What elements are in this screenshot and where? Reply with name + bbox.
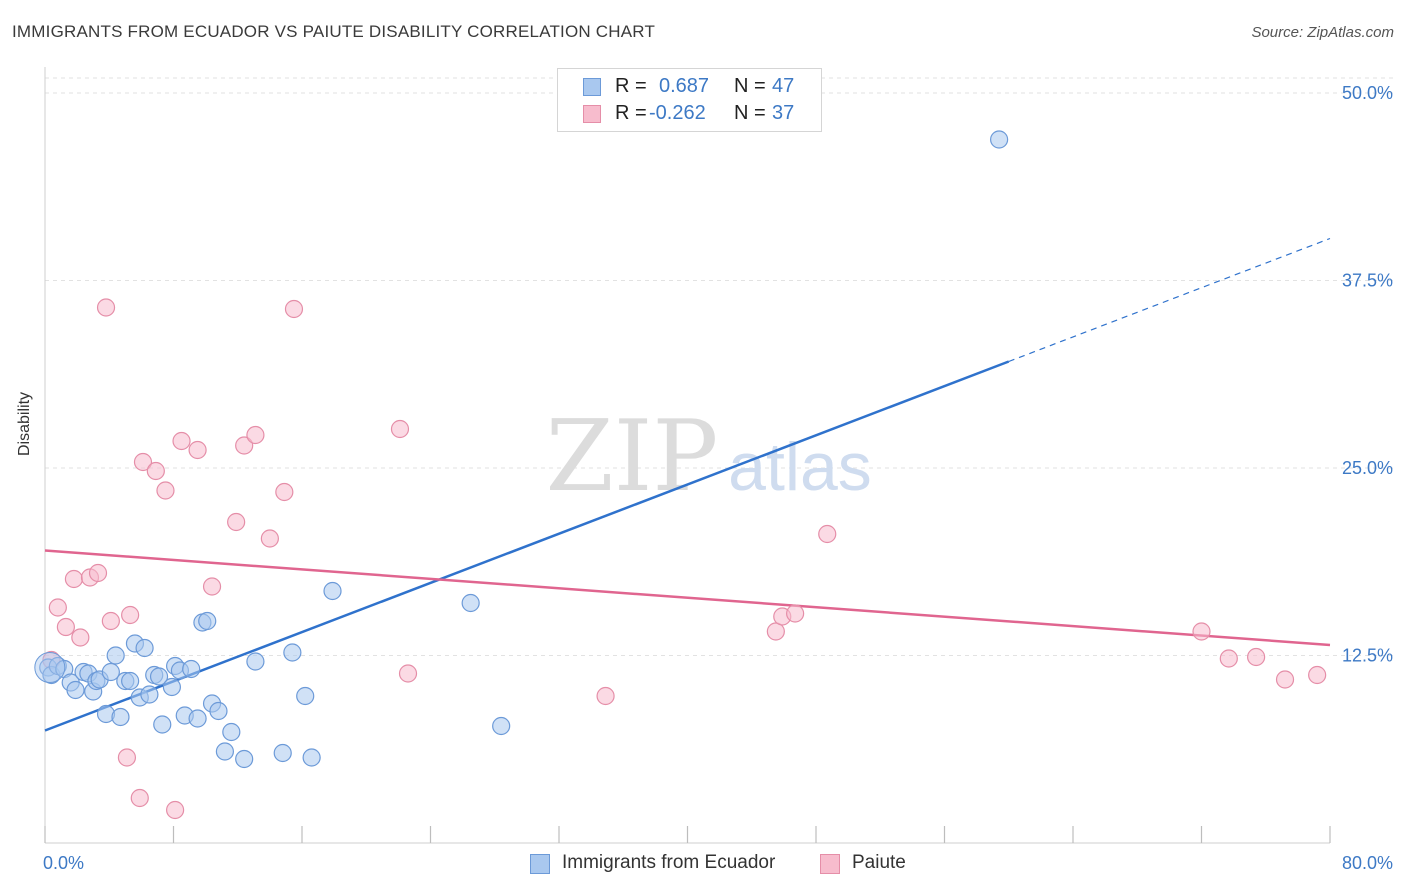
point-ecuador [323, 581, 342, 601]
point-paiute [596, 686, 615, 706]
gridlines [45, 77, 1395, 656]
point-paiute [1308, 665, 1327, 685]
point-paiute [227, 512, 246, 532]
trend-lines [44, 237, 1331, 732]
y-tick-label: 37.5% [1342, 271, 1393, 291]
point-ecuador [153, 715, 172, 734]
point-ecuador [990, 130, 1009, 149]
stats-r-value: -0.262 [649, 102, 706, 124]
data-points [34, 130, 1327, 820]
point-paiute [235, 436, 254, 455]
point-ecuador [492, 716, 511, 736]
point-paiute [1219, 649, 1238, 668]
point-ecuador [162, 677, 181, 697]
legend-swatch-paiute [820, 854, 840, 874]
point-paiute [766, 622, 785, 641]
point-ecuador [296, 686, 315, 706]
point-paiute [202, 577, 222, 596]
stats-r-value: 0.687 [659, 75, 710, 97]
point-paiute [246, 425, 265, 445]
stats-box: R = 0.687 N = 47 R = -0.262 N = 37 [557, 68, 822, 132]
point-paiute [166, 800, 185, 820]
stats-swatch-paiute [583, 105, 601, 123]
point-ecuador [106, 646, 125, 665]
axes [44, 67, 1331, 844]
x-tick-label-max: 80.0% [1342, 853, 1393, 873]
point-ecuador [188, 709, 207, 728]
point-ecuador [273, 743, 292, 763]
point-paiute [121, 605, 140, 625]
point-ecuador [182, 659, 201, 679]
stats-n-value: 37 [772, 102, 795, 124]
trend-line-ecuador [44, 360, 1010, 732]
point-paiute [260, 529, 279, 548]
watermark: ZIP atlas [546, 400, 872, 514]
point-paiute [117, 748, 137, 767]
point-ecuador [111, 707, 130, 727]
stats-r-label: R = [615, 75, 647, 97]
point-ecuador [66, 680, 85, 700]
legend-label-ecuador: Immigrants from Ecuador [562, 852, 776, 873]
point-ecuador [149, 667, 169, 686]
point-paiute [64, 569, 84, 589]
point-ecuador [302, 748, 321, 767]
chart-title: IMMIGRANTS FROM ECUADOR VS PAIUTE DISABI… [12, 22, 656, 41]
point-ecuador [461, 593, 480, 613]
stats-n-value: 47 [772, 75, 795, 97]
point-paiute [1247, 647, 1266, 667]
y-tick-label: 50.0% [1342, 83, 1393, 103]
point-paiute [390, 419, 410, 439]
point-ecuador [198, 611, 217, 631]
point-paiute [156, 481, 175, 500]
stats-r-label: R = [615, 102, 647, 124]
source-label: Source: ZipAtlas.com [1251, 24, 1394, 41]
point-paiute [188, 440, 207, 460]
stats-n-label: N = [734, 75, 766, 97]
point-ecuador [121, 671, 140, 691]
trend-line-ecuador-extension [1008, 237, 1331, 363]
tick-labels: 12.5% 25.0% 37.5% 50.0% 0.0% 80.0% [43, 83, 1393, 873]
trend-line-paiute [44, 549, 1331, 647]
point-paiute [101, 611, 120, 631]
point-ecuador [101, 662, 120, 682]
point-paiute [88, 563, 108, 583]
point-ecuador [283, 643, 302, 662]
point-paiute [275, 482, 294, 502]
point-paiute [818, 524, 837, 544]
point-paiute [130, 788, 149, 808]
y-tick-label: 25.0% [1342, 458, 1393, 478]
point-paiute [96, 298, 116, 317]
point-paiute [48, 598, 67, 617]
legend-swatch-ecuador [530, 854, 550, 874]
stats-n-label: N = [734, 102, 766, 124]
legend-label-paiute: Paiute [852, 852, 906, 873]
point-paiute [172, 431, 191, 451]
x-tick-label-min: 0.0% [43, 853, 84, 873]
point-paiute [71, 628, 90, 647]
point-cluster-ecuador [34, 652, 66, 683]
point-ecuador [140, 685, 159, 704]
point-paiute [56, 617, 75, 637]
point-paiute [284, 299, 304, 319]
point-paiute [1275, 670, 1295, 689]
point-paiute [1192, 622, 1211, 641]
y-tick-label: 12.5% [1342, 646, 1393, 666]
point-paiute [398, 664, 418, 683]
point-ecuador [246, 652, 265, 671]
point-ecuador [209, 701, 228, 721]
point-ecuador [235, 749, 254, 769]
watermark-zip: ZIP [546, 400, 719, 514]
point-ecuador [135, 638, 154, 658]
point-ecuador [215, 742, 234, 761]
point-paiute [146, 461, 165, 481]
stats-swatch-ecuador [583, 78, 601, 96]
point-ecuador [222, 722, 241, 742]
point-paiute [786, 604, 805, 623]
point-paiute [133, 452, 153, 472]
